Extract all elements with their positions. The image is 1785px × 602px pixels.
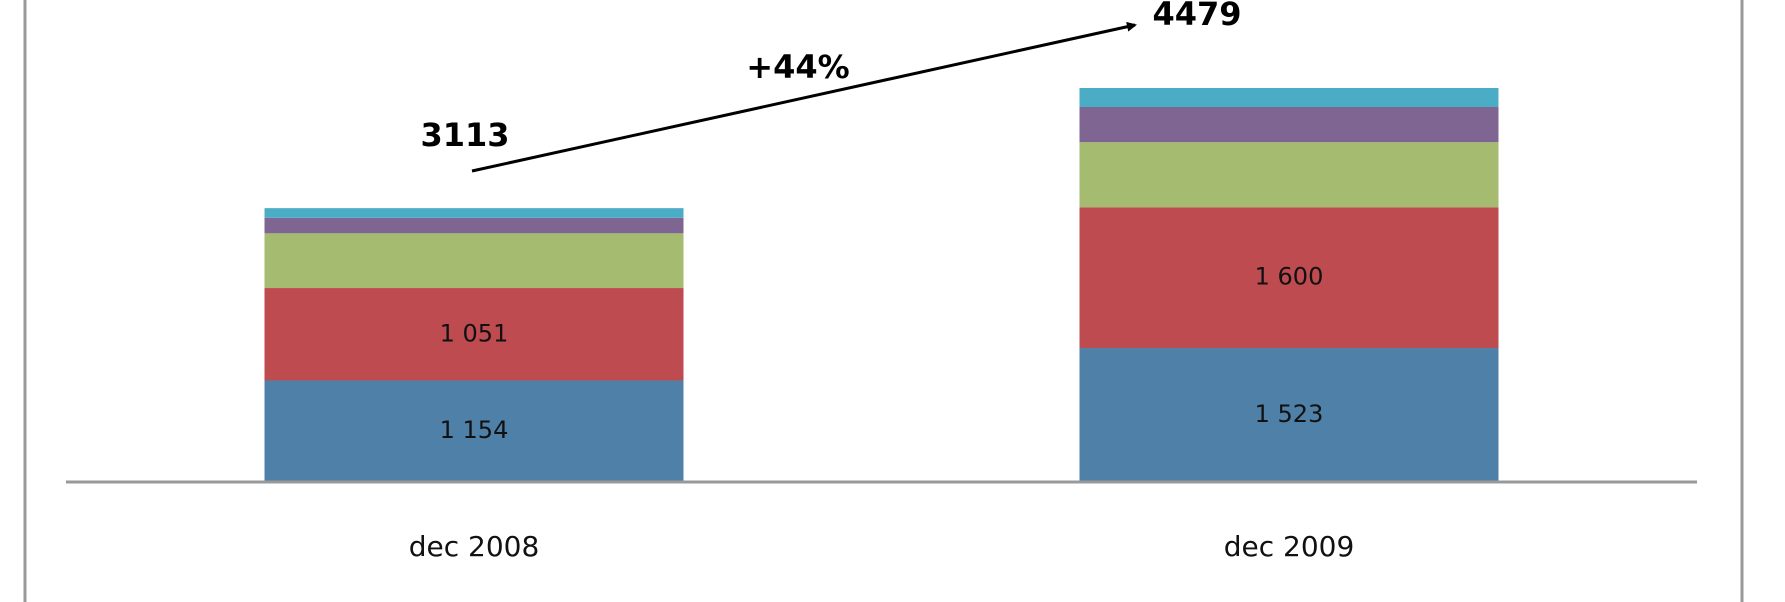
total-label: 3113 — [420, 116, 509, 154]
total-label: 4479 — [1152, 0, 1241, 33]
bar-segment — [1079, 207, 1499, 349]
growth-arrow — [471, 21, 1137, 173]
bar-segment — [1079, 107, 1499, 143]
x-tick-label: dec 2009 — [1224, 530, 1355, 563]
value-label: 1 154 — [440, 416, 509, 444]
value-label: 1 051 — [440, 319, 509, 347]
bar-segment — [264, 217, 684, 234]
bar-segment — [264, 208, 684, 218]
bar-segment — [264, 380, 684, 482]
value-label: 1 523 — [1255, 400, 1324, 428]
bar-segment — [1079, 142, 1499, 208]
bar-segment — [264, 233, 684, 289]
value-label: 1 600 — [1255, 263, 1324, 291]
x-tick-label: dec 2008 — [409, 530, 540, 563]
growth-annotation: +44% — [746, 48, 849, 86]
bar-segment — [264, 288, 684, 381]
bar-segment — [1079, 348, 1499, 482]
bar-segment — [1079, 88, 1499, 108]
plot: 1 154 1 051 1 523 1 600 — [264, 88, 1499, 482]
